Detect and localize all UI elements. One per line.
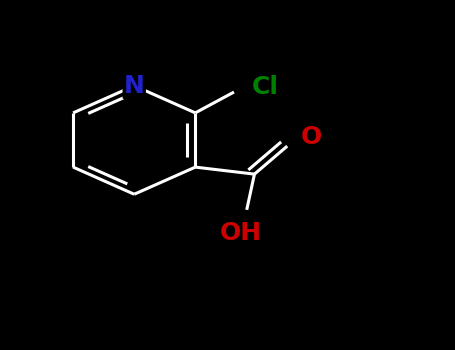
Text: Cl: Cl bbox=[252, 75, 279, 99]
Text: O: O bbox=[301, 125, 322, 149]
Text: N: N bbox=[124, 74, 145, 98]
Text: OH: OH bbox=[220, 222, 262, 245]
